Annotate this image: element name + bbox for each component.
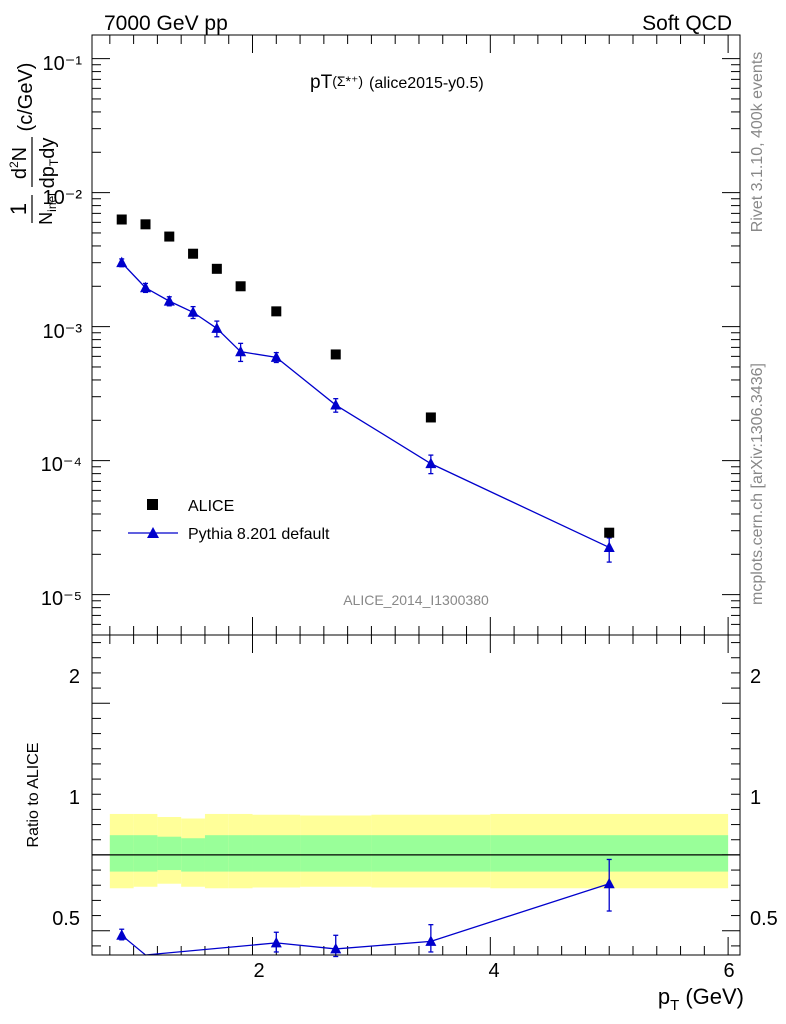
top-ylabel: 1 Ninel d2N dpTdy (c/GeV) <box>6 63 61 225</box>
alice-point <box>211 263 222 274</box>
pythia-ratio-point <box>425 935 437 946</box>
pythia-ratio-point <box>330 942 342 954</box>
pythia-point <box>163 295 175 306</box>
ytick-label-1e-4: 10⁻⁴ <box>41 454 82 476</box>
ytick-label-1e-1: 10⁻¹ <box>43 53 83 75</box>
legend-pythia-marker <box>147 527 159 538</box>
pythia-point <box>116 256 128 268</box>
pythia-point <box>235 345 247 357</box>
pythia-point <box>211 322 223 333</box>
header-energy: 7000 GeV pp <box>104 12 228 35</box>
pythia-point <box>603 541 615 552</box>
rivet-version-label: Rivet 3.1.10, 400k events <box>749 52 766 233</box>
alice-point <box>604 527 615 538</box>
pythia-ratio-line <box>121 883 610 956</box>
header-process: Soft QCD <box>642 12 732 35</box>
xtick-label-6: 6 <box>723 960 734 982</box>
alice-point <box>116 214 127 225</box>
xtick-label-2: 2 <box>253 960 264 982</box>
pythia-point <box>270 351 282 362</box>
ratio-ytick-2-left: 2 <box>69 666 80 688</box>
top-panel: 10⁻¹ 10⁻² 10⁻³ 10⁻⁴ 10⁻⁵ pT(Σ*⁺) (alice20… <box>6 34 741 636</box>
pythia-ratio-point <box>116 929 128 940</box>
ratio-ytick-0.5-right: 0.5 <box>750 908 778 930</box>
pythia-point <box>425 457 437 469</box>
top-frame <box>91 34 741 636</box>
ratio-ytick-2-right: 2 <box>750 666 761 688</box>
uncertainty-bands <box>109 813 729 889</box>
legend: ALICE Pythia 8.201 default <box>128 498 330 543</box>
bottom-mc-series <box>116 858 615 958</box>
pythia-line <box>121 262 610 549</box>
ratio-ytick-0.5-left: 0.5 <box>52 908 80 930</box>
alice-point <box>235 281 246 292</box>
xtick-label-4: 4 <box>488 960 499 982</box>
pythia-point <box>330 399 342 410</box>
band-inner-segment <box>157 836 182 871</box>
band-inner-segment <box>252 835 301 872</box>
xlabel: pT (GeV) <box>658 984 744 1014</box>
bottom-frame <box>91 634 741 956</box>
ytick-label-1e-2: 10⁻² <box>43 187 83 209</box>
pythia-point <box>140 281 152 293</box>
band-inner-segment <box>228 835 253 872</box>
alice-point <box>425 412 436 423</box>
plot-title: pT(Σ*⁺) (alice2015-y0.5) <box>310 72 484 93</box>
band-inner-segment <box>371 835 491 872</box>
pythia-point <box>187 306 199 317</box>
top-data-series <box>116 214 615 538</box>
top-axis-ticks <box>92 35 740 635</box>
legend-alice-marker <box>147 499 158 510</box>
top-mc-series <box>116 256 615 563</box>
alice-point <box>188 248 199 259</box>
band-inner-segment <box>109 835 134 872</box>
band-inner-segment <box>204 835 229 872</box>
bottom-panel: 0.5 1 2 0.5 1 2 2 4 6 Ratio to ALICE pT(… <box>25 634 778 1014</box>
alice-point <box>140 219 151 230</box>
ytick-label-1e-3: 10⁻³ <box>43 321 83 343</box>
ratio-ylabel: Ratio to ALICE <box>25 743 42 848</box>
bottom-axis-ticks <box>92 635 740 955</box>
top-ytick-labels: 10⁻¹ 10⁻² 10⁻³ 10⁻⁴ 10⁻⁵ <box>41 53 83 610</box>
alice-point <box>330 349 341 360</box>
ratio-ytick-1-left: 1 <box>69 787 80 809</box>
pythia-ratio-point <box>270 936 282 948</box>
svg-text:(c/GeV): (c/GeV) <box>15 63 37 132</box>
svg-text:dpTdy: dpTdy <box>37 138 61 189</box>
svg-text:Ninel: Ninel <box>36 193 59 225</box>
alice-point <box>271 306 282 317</box>
svg-text:1: 1 <box>6 203 31 215</box>
legend-alice-label: ALICE <box>188 498 234 515</box>
mcplots-label: mcplots.cern.ch [arXiv:1306.3436] <box>749 363 766 605</box>
analysis-id-label: ALICE_2014_I1300380 <box>343 592 489 608</box>
ytick-label-1e-5: 10⁻⁵ <box>41 588 82 610</box>
legend-pythia-label: Pythia 8.201 default <box>188 526 330 543</box>
alice-point <box>164 231 175 242</box>
ratio-ytick-1-right: 1 <box>750 787 761 809</box>
band-inner-segment <box>300 835 372 872</box>
pythia-ratio-point <box>603 877 615 889</box>
band-inner-segment <box>133 835 158 872</box>
svg-text:d2N: d2N <box>7 147 31 179</box>
